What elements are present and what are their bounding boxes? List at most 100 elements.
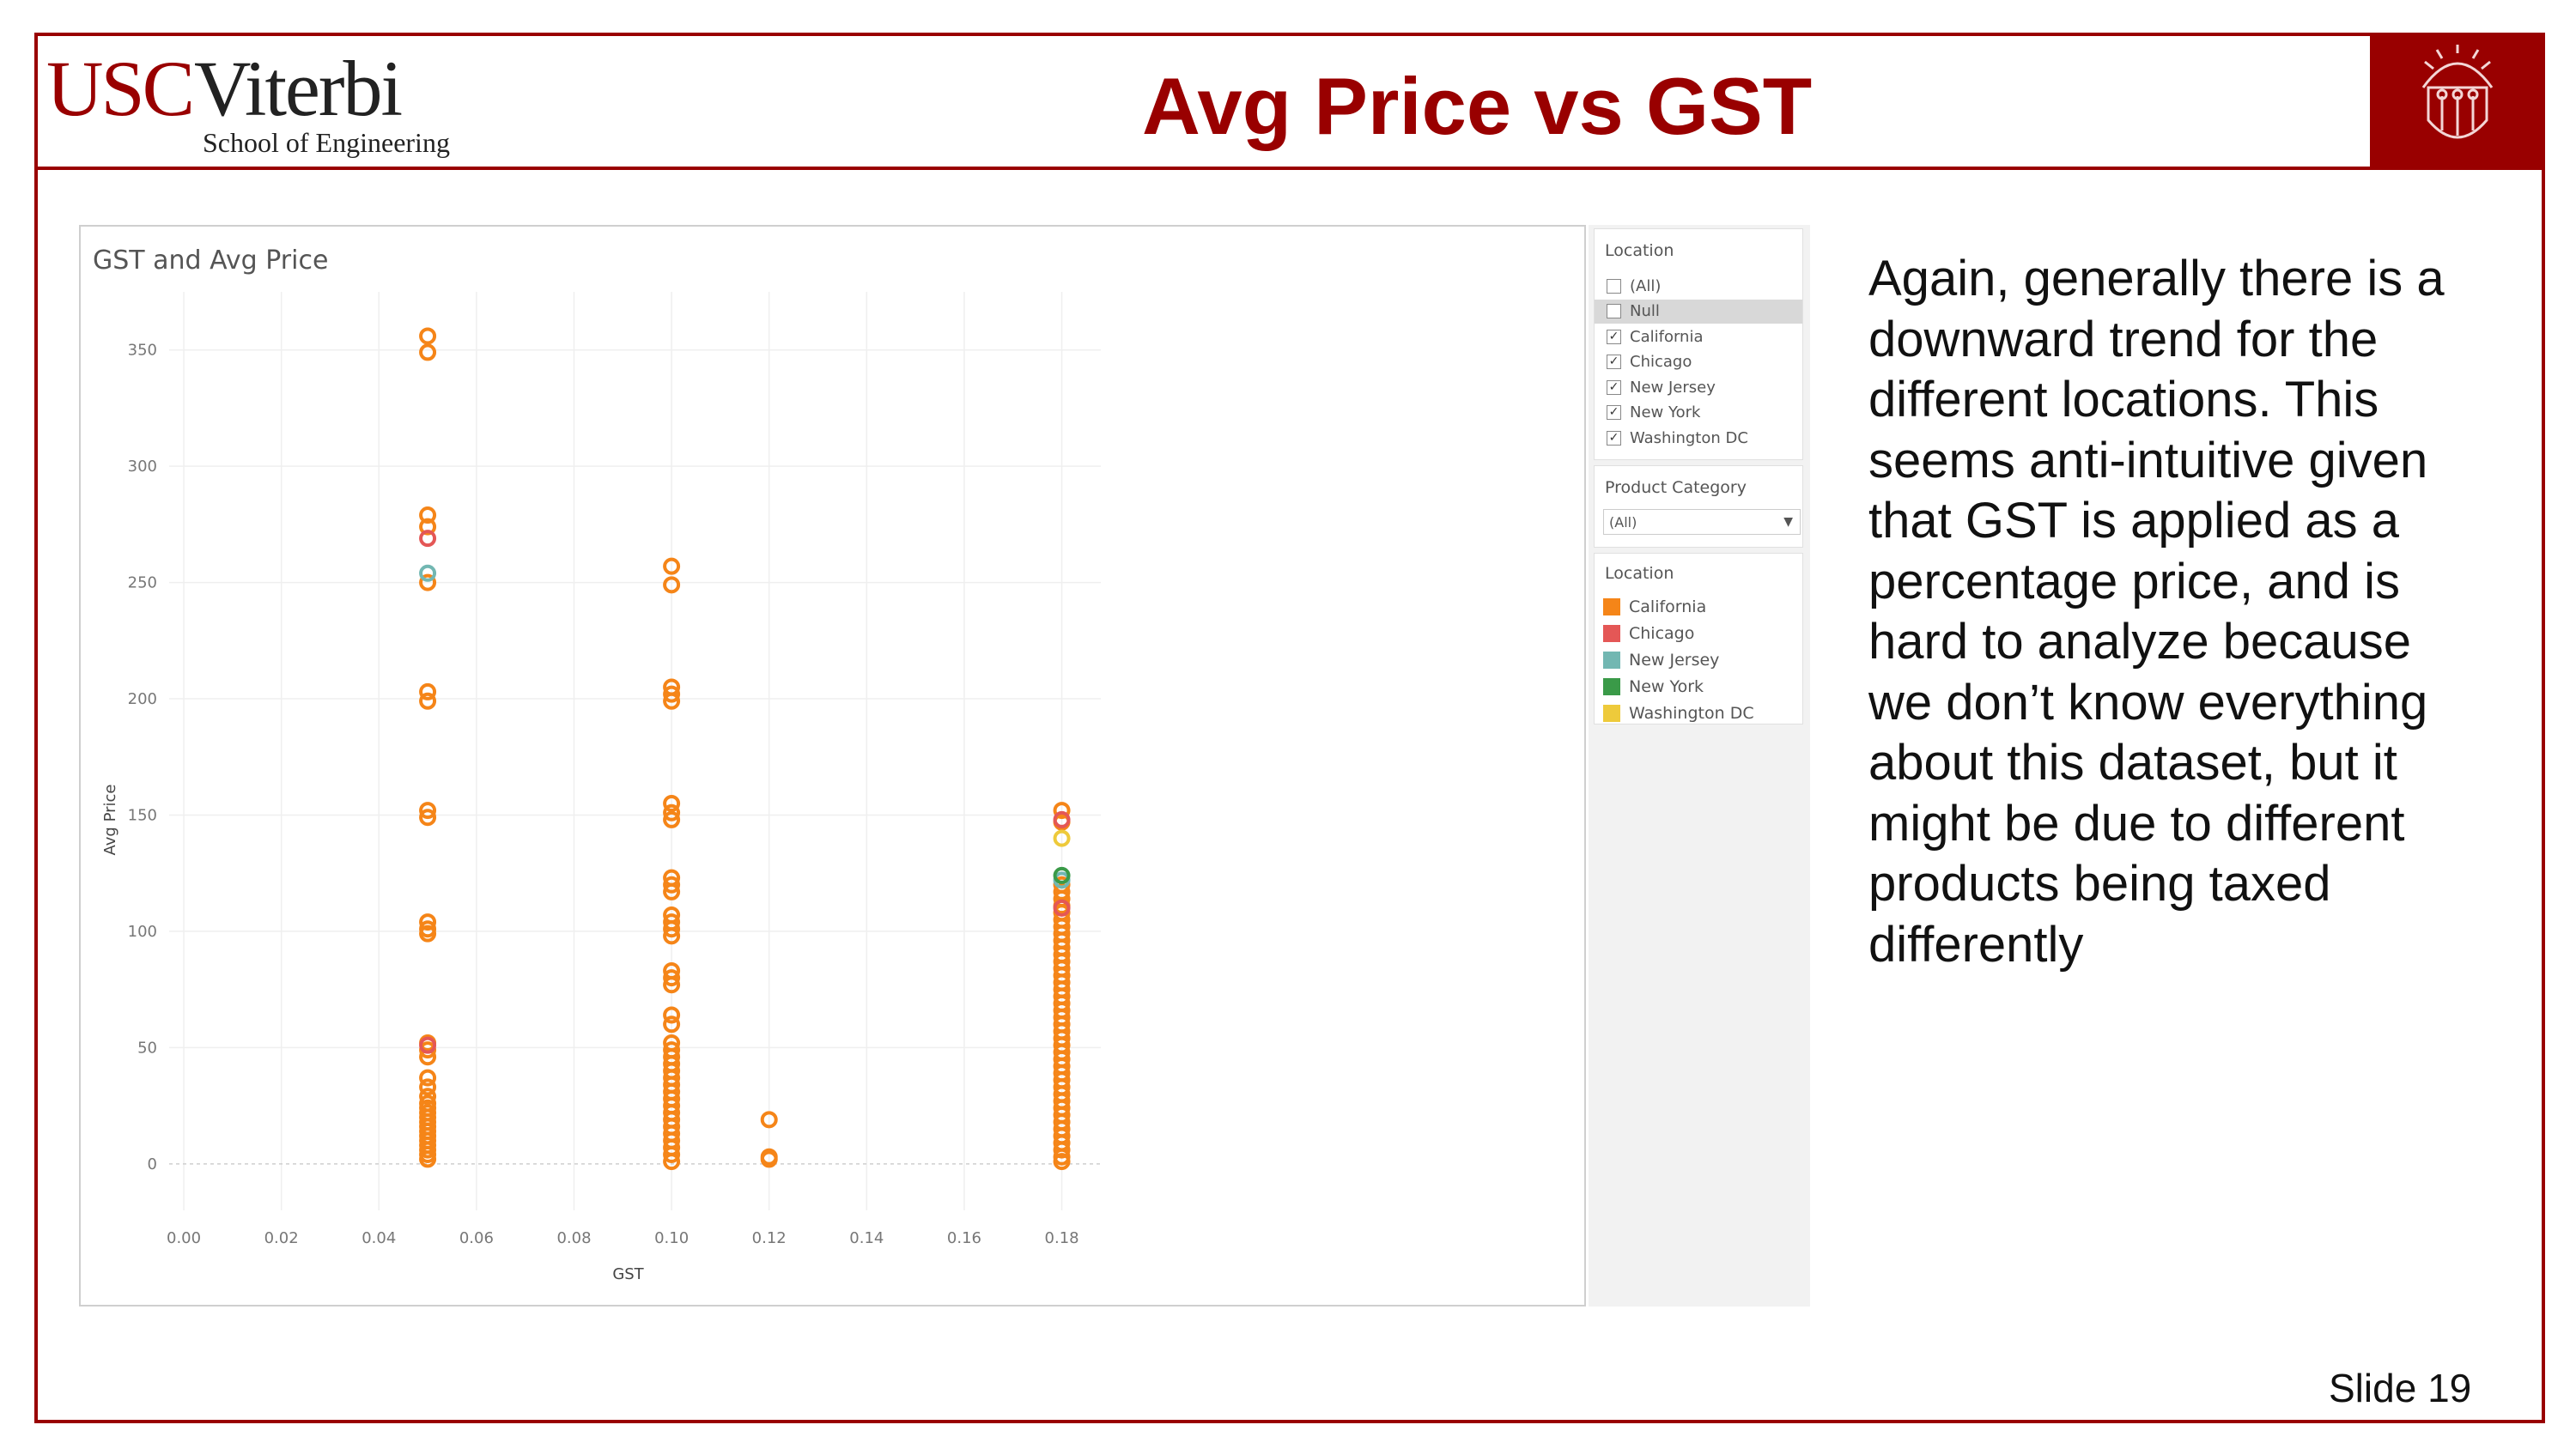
legend-label: Chicago <box>1629 624 1695 643</box>
location-filter-item[interactable]: ✓ Washington DC <box>1607 426 1748 450</box>
body-paragraph: Again, generally there is a downward tre… <box>1868 251 2445 973</box>
legend-label: California <box>1629 597 1707 616</box>
data-point <box>1053 899 1071 917</box>
checkbox-checked-icon[interactable]: ✓ <box>1607 379 1621 395</box>
data-point <box>663 557 681 575</box>
location-filter-label: California <box>1630 327 1704 346</box>
checkbox-checked-icon[interactable]: ✓ <box>1607 329 1621 344</box>
x-tick-label: 0.08 <box>556 1229 591 1247</box>
x-tick-label: 0.10 <box>654 1229 689 1247</box>
chevron-down-icon: ▼ <box>1783 515 1793 529</box>
slide-body-text: Again, generally there is a downward tre… <box>1868 249 2487 975</box>
color-legend-panel: Location California Chicago New Jersey New … <box>1594 553 1803 724</box>
legend-item[interactable]: New Jersey <box>1603 648 1719 672</box>
category-filter-panel: Product Category (All) ▼ <box>1594 465 1803 548</box>
data-point <box>663 882 681 900</box>
checkbox-icon[interactable] <box>1607 304 1621 318</box>
data-point <box>419 1088 437 1106</box>
x-tick-label: 0.12 <box>752 1229 787 1247</box>
logo-usc: USC <box>46 45 195 132</box>
legend-swatch <box>1603 652 1620 669</box>
location-filter-item[interactable]: ✓ New Jersey <box>1607 375 1716 399</box>
viz-title: GST and Avg Price <box>93 246 329 276</box>
data-point <box>419 682 437 700</box>
legend-item[interactable]: Washington DC <box>1603 701 1754 725</box>
data-point <box>419 1078 437 1096</box>
location-filter-label: New Jersey <box>1630 378 1716 397</box>
location-filter-label: Chicago <box>1630 353 1692 371</box>
x-tick-label: 0.06 <box>459 1229 494 1247</box>
location-filter-item[interactable]: (All) <box>1607 274 1661 298</box>
y-tick-label: 350 <box>128 342 157 360</box>
data-point <box>663 803 681 822</box>
x-tick-label: 0.02 <box>264 1229 299 1247</box>
checkbox-checked-icon[interactable]: ✓ <box>1607 430 1621 446</box>
data-point <box>419 573 437 591</box>
color-legend-title: Location <box>1605 564 1674 583</box>
data-point <box>419 530 437 548</box>
y-tick-label: 250 <box>128 574 157 592</box>
location-filter-label: Washington DC <box>1630 428 1748 447</box>
data-point <box>663 1016 681 1034</box>
scatter-chart: 0.00 0.02 0.04 0.06 0.08 0.10 0.12 0.14 0.16 0.18… <box>101 292 1101 1283</box>
location-filter-label: (All) <box>1630 276 1662 295</box>
location-filter-item[interactable]: ✓ Chicago <box>1607 350 1692 374</box>
category-dropdown-value: (All) <box>1609 513 1637 530</box>
category-dropdown[interactable]: (All) ▼ <box>1603 509 1801 535</box>
checkbox-checked-icon[interactable]: ✓ <box>1607 405 1621 420</box>
data-point <box>1053 866 1071 884</box>
data-point <box>419 802 437 820</box>
location-filter-item[interactable]: ✓ California <box>1607 324 1703 349</box>
y-axis-label: Avg Price <box>101 785 119 856</box>
legend-item[interactable]: Chicago <box>1603 621 1694 646</box>
location-filter-item[interactable]: ✓ New York <box>1607 401 1700 425</box>
checkbox-icon[interactable] <box>1607 278 1621 294</box>
legend-swatch <box>1603 678 1620 695</box>
data-point <box>419 913 437 931</box>
data-point <box>663 1145 681 1163</box>
data-point <box>419 564 437 582</box>
y-tick-label: 100 <box>128 923 157 941</box>
logo-viterbi: Viterbi <box>194 45 403 132</box>
y-tick-label: 50 <box>137 1039 157 1057</box>
location-filter-title: Location <box>1605 241 1674 260</box>
legend-item[interactable]: California <box>1603 595 1706 619</box>
data-point <box>419 925 437 943</box>
y-tick-label: 200 <box>128 690 157 708</box>
data-point <box>419 1069 437 1087</box>
data-point <box>760 1111 778 1129</box>
logo-school: School of Engineering <box>203 127 450 158</box>
slide-title: Avg Price vs GST <box>1142 61 1813 151</box>
slide-frame <box>34 33 2545 1423</box>
data-point <box>419 343 437 361</box>
data-point <box>663 692 681 710</box>
data-point <box>663 876 681 894</box>
data-point <box>663 1153 681 1171</box>
data-point <box>1053 829 1071 847</box>
x-tick-label: 0.16 <box>947 1229 981 1247</box>
x-axis-label: GST <box>612 1265 644 1283</box>
usc-seal-icon <box>2421 45 2494 139</box>
legend-swatch <box>1603 705 1620 722</box>
data-point <box>419 327 437 345</box>
legend-item[interactable]: New York <box>1603 675 1704 699</box>
data-point <box>1053 1153 1071 1171</box>
data-point <box>419 1036 437 1054</box>
data-point <box>663 576 681 594</box>
legend-label: New Jersey <box>1629 651 1720 670</box>
y-tick-label: 150 <box>128 806 157 824</box>
header-divider <box>34 167 2545 170</box>
location-filter-label: Null <box>1630 302 1660 320</box>
x-tick-label: 0.00 <box>167 1229 201 1247</box>
legend-label: Washington DC <box>1629 704 1754 723</box>
x-tick-label: 0.14 <box>849 1229 884 1247</box>
data-point <box>663 794 681 812</box>
legend-label: New York <box>1629 677 1704 696</box>
legend-swatch <box>1603 598 1620 615</box>
data-point <box>419 809 437 827</box>
data-point <box>419 506 437 524</box>
location-filter-item[interactable]: Null <box>1595 299 1802 324</box>
checkbox-checked-icon[interactable]: ✓ <box>1607 355 1621 369</box>
legend-swatch <box>1603 625 1620 642</box>
data-point <box>419 1048 437 1066</box>
